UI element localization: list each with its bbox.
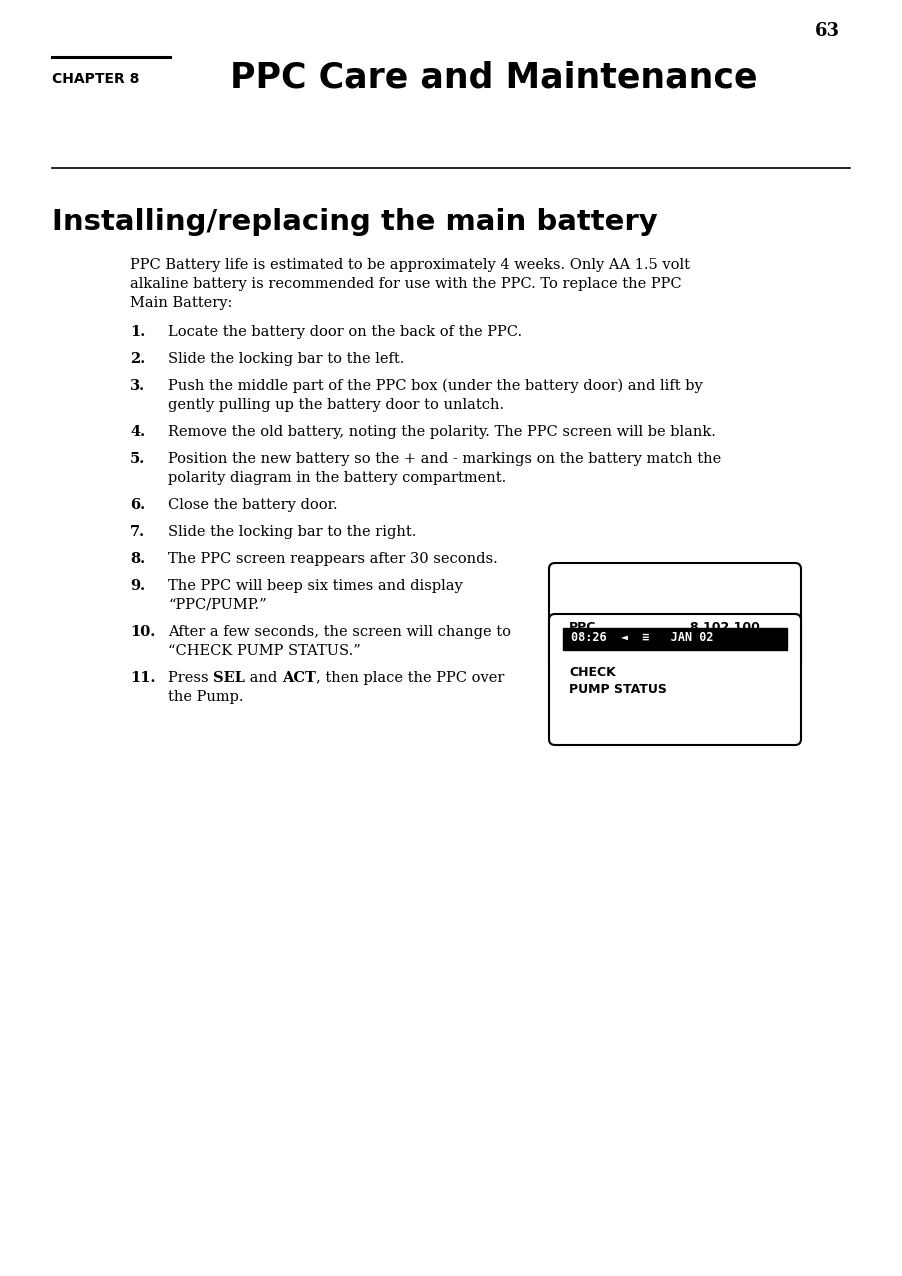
Text: alkaline battery is recommended for use with the PPC. To replace the PPC: alkaline battery is recommended for use … — [130, 277, 682, 291]
Text: gently pulling up the battery door to unlatch.: gently pulling up the battery door to un… — [168, 398, 504, 412]
Text: ACT: ACT — [282, 671, 316, 685]
Text: 1.: 1. — [130, 325, 145, 339]
Text: Slide the locking bar to the right.: Slide the locking bar to the right. — [168, 524, 417, 538]
Text: 6.: 6. — [130, 498, 145, 512]
Text: Installing/replacing the main battery: Installing/replacing the main battery — [52, 208, 658, 236]
Text: the Pump.: the Pump. — [168, 690, 244, 704]
FancyBboxPatch shape — [549, 563, 801, 670]
Text: and: and — [245, 671, 282, 685]
Text: 10.: 10. — [130, 625, 155, 639]
Text: PUMP STATUS: PUMP STATUS — [569, 683, 667, 695]
Text: The PPC screen reappears after 30 seconds.: The PPC screen reappears after 30 second… — [168, 553, 498, 567]
Text: 9.: 9. — [130, 579, 145, 593]
Text: Position the new battery so the + and - markings on the battery match the: Position the new battery so the + and - … — [168, 452, 722, 466]
Text: , then place the PPC over: , then place the PPC over — [316, 671, 504, 685]
Text: 8.: 8. — [130, 553, 145, 567]
Text: 7.: 7. — [130, 524, 145, 538]
Text: PPC Battery life is estimated to be approximately 4 weeks. Only AA 1.5 volt: PPC Battery life is estimated to be appr… — [130, 258, 690, 272]
Text: 4.: 4. — [130, 425, 145, 439]
Text: “CHECK PUMP STATUS.”: “CHECK PUMP STATUS.” — [168, 644, 361, 658]
Text: PPC: PPC — [569, 621, 596, 634]
Text: 3 100 348: 3 100 348 — [690, 639, 759, 652]
Text: 5.: 5. — [130, 452, 145, 466]
Text: 11.: 11. — [130, 671, 155, 685]
Text: 2.: 2. — [130, 352, 145, 366]
Text: After a few seconds, the screen will change to: After a few seconds, the screen will cha… — [168, 625, 511, 639]
Text: CHECK: CHECK — [569, 666, 616, 679]
Text: Locate the battery door on the back of the PPC.: Locate the battery door on the back of t… — [168, 325, 522, 339]
Text: 8 102 100: 8 102 100 — [690, 621, 759, 634]
Text: Press: Press — [168, 671, 213, 685]
Text: Main Battery:: Main Battery: — [130, 296, 233, 310]
Bar — [563, 628, 787, 649]
Text: 08:26  ◄  ≡   JAN 02: 08:26 ◄ ≡ JAN 02 — [571, 632, 713, 644]
Text: CHAPTER 8: CHAPTER 8 — [52, 71, 140, 85]
Text: PUMP: PUMP — [569, 639, 610, 652]
FancyBboxPatch shape — [549, 614, 801, 745]
Text: The PPC will beep six times and display: The PPC will beep six times and display — [168, 579, 463, 593]
Text: Slide the locking bar to the left.: Slide the locking bar to the left. — [168, 352, 404, 366]
Text: 63: 63 — [815, 22, 840, 40]
Text: polarity diagram in the battery compartment.: polarity diagram in the battery compartm… — [168, 471, 506, 485]
Text: 3.: 3. — [130, 379, 145, 393]
Text: Push the middle part of the PPC box (under the battery door) and lift by: Push the middle part of the PPC box (und… — [168, 379, 703, 393]
Text: Remove the old battery, noting the polarity. The PPC screen will be blank.: Remove the old battery, noting the polar… — [168, 425, 716, 439]
Text: “PPC/PUMP.”: “PPC/PUMP.” — [168, 598, 267, 612]
Text: SEL: SEL — [213, 671, 245, 685]
Text: PPC Care and Maintenance: PPC Care and Maintenance — [230, 60, 758, 94]
Text: Close the battery door.: Close the battery door. — [168, 498, 337, 512]
